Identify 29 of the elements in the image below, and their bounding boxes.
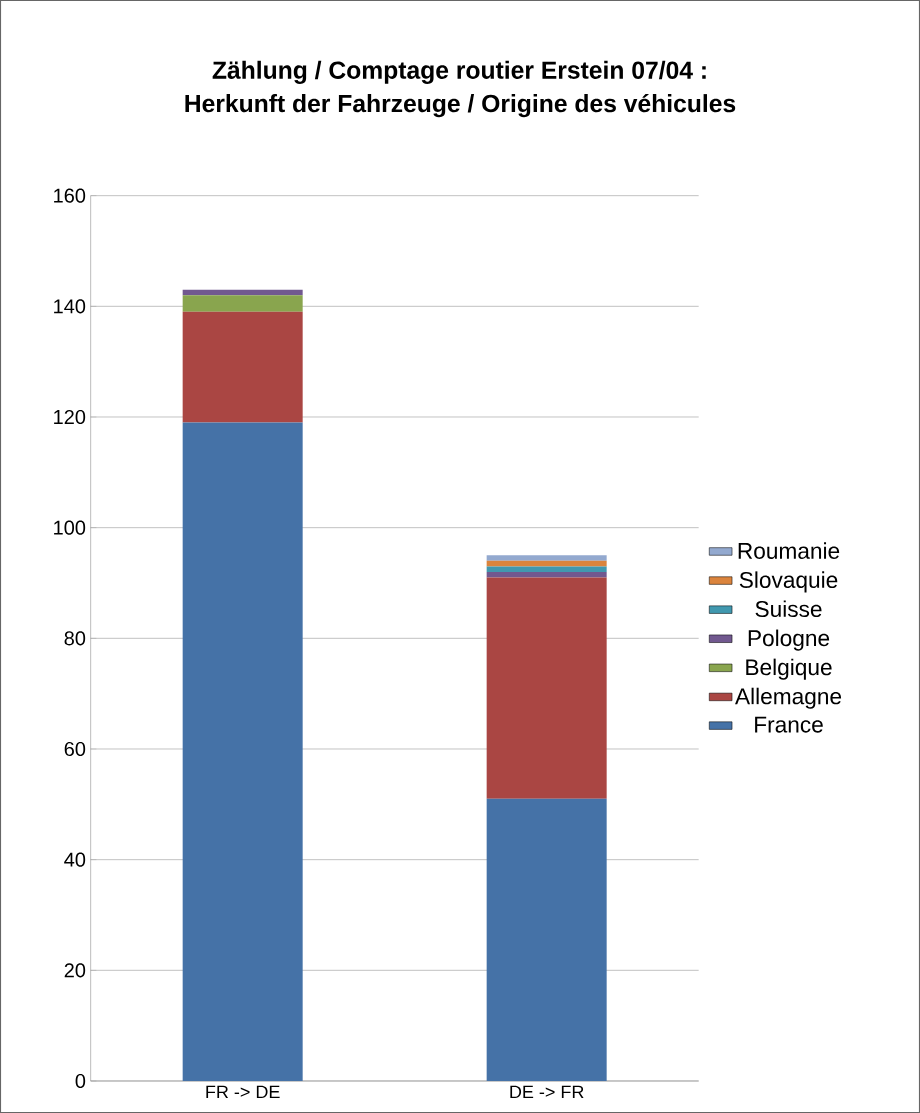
legend-label: Suisse [755,600,822,618]
y-tick-label: 100 [54,520,86,535]
bar [486,798,607,1081]
x-tick-label: FR -> DE [206,1085,280,1099]
y-tick-label: 40 [64,852,86,867]
legend-label: Pologne [748,629,830,651]
y-tick-label: 140 [54,299,86,314]
bar [182,289,303,296]
bar [486,560,607,567]
legend-label: France [755,716,823,733]
bar [182,422,303,1081]
bar [182,311,303,423]
bar [182,295,303,312]
y-tick-label: 120 [54,409,86,425]
y-tick-label: 160 [54,188,86,203]
legend-label: Allemagne [735,687,842,709]
y-tick-label: 20 [64,963,86,978]
y-tick-label: 60 [64,741,86,757]
bar [486,571,607,578]
legend-label: Slovaquie [739,571,838,593]
bar [486,577,607,799]
bar [486,555,607,561]
y-tick-label: 80 [64,631,86,646]
y-tick-label: 0 [75,1073,86,1089]
legend-label: Belgique [746,658,832,680]
x-tick-label: DE -> FR [510,1085,584,1099]
legend-label: Roumanie [738,542,840,559]
chart-title: Zählung / Comptage routier Erstein 07/04 : Herkunft der Fahrzeuge / Origine des véhicules [185,60,736,118]
bar [486,566,607,572]
